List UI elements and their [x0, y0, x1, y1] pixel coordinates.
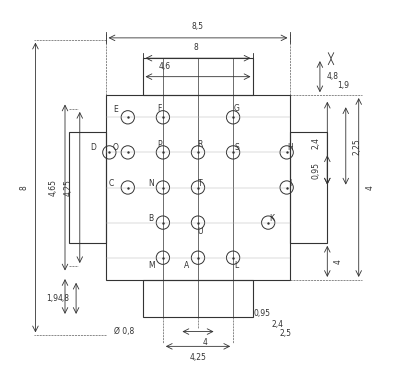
Text: G: G: [234, 104, 240, 112]
Text: N: N: [148, 178, 154, 188]
Text: 2,5: 2,5: [279, 329, 291, 338]
Bar: [290, 132, 327, 243]
Text: K: K: [269, 214, 274, 223]
Text: A: A: [184, 261, 189, 270]
Text: 2,4: 2,4: [312, 137, 321, 149]
Text: T: T: [198, 178, 202, 188]
Text: L: L: [235, 261, 239, 270]
Text: D: D: [90, 144, 96, 153]
Text: H: H: [287, 144, 293, 153]
Text: 0,95: 0,95: [253, 309, 270, 318]
Text: 4,8: 4,8: [327, 72, 339, 81]
Text: R: R: [197, 140, 202, 149]
Text: 4,25: 4,25: [63, 179, 72, 196]
Text: 4,65: 4,65: [49, 179, 57, 196]
Text: 8: 8: [19, 185, 28, 190]
Text: 4,8: 4,8: [57, 294, 69, 303]
Text: E: E: [114, 105, 118, 114]
Text: 4: 4: [203, 338, 208, 347]
Text: Ø 0,8: Ø 0,8: [114, 327, 134, 336]
Text: O: O: [113, 144, 119, 153]
Text: F: F: [157, 104, 162, 112]
Text: 4,25: 4,25: [190, 353, 206, 362]
Text: 8,5: 8,5: [192, 22, 204, 31]
Text: U: U: [197, 227, 203, 236]
Text: 8: 8: [194, 42, 198, 51]
Text: 2,25: 2,25: [352, 138, 362, 155]
Bar: [143, 58, 253, 95]
Text: B: B: [148, 214, 154, 223]
Text: I: I: [289, 178, 291, 188]
Bar: [69, 132, 106, 243]
Text: 0,95: 0,95: [312, 162, 321, 179]
Text: S: S: [234, 144, 239, 153]
Text: P: P: [157, 140, 162, 149]
Bar: [106, 95, 290, 280]
Text: 4: 4: [334, 259, 343, 264]
Bar: [143, 280, 253, 317]
Text: 1,9: 1,9: [338, 81, 350, 90]
Text: 2,4: 2,4: [272, 320, 284, 329]
Text: C: C: [109, 178, 114, 188]
Text: 1,9: 1,9: [46, 294, 58, 303]
Text: 4,6: 4,6: [159, 62, 171, 71]
Text: 4: 4: [366, 185, 374, 190]
Text: M: M: [148, 261, 154, 270]
